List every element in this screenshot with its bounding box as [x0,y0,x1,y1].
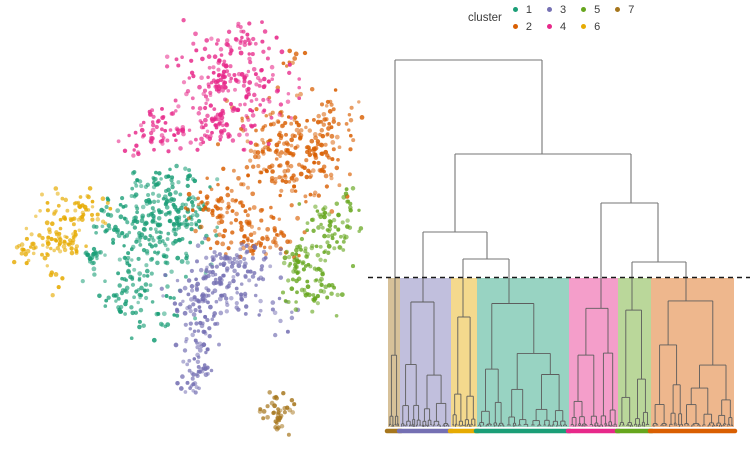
scatter-points-cluster-7 [257,390,297,437]
cluster-legend: cluster 1 2 3 4 5 [468,2,634,34]
cluster-rect-2 [651,278,734,427]
cluster-1-dot-icon [512,7,518,12]
cluster-2-dot-icon [512,24,518,29]
cluster-rect-3 [400,278,451,427]
legend-item-label: 7 [628,3,635,16]
legend-item-cluster-5: 5 [581,2,600,17]
scatter-points-cluster-1 [80,163,220,343]
legend-item-label: 4 [560,20,567,33]
cluster-5-dot-icon [581,7,587,12]
tsne-scatter-plot [12,18,365,437]
scatter-points-cluster-5 [280,186,364,318]
cluster-7-dot-icon [615,7,621,12]
cluster-rect-6 [451,278,477,427]
legend-grid: 1 2 3 4 5 6 7 [512,2,634,34]
scatter-points-cluster-3 [159,236,301,395]
legend-item-label: 6 [594,20,601,33]
legend-item-cluster-1: 1 [512,2,532,17]
legend-item-cluster-7: 7 [615,2,634,17]
scatter-points-cluster-6 [12,186,113,298]
cluster-rect-7 [388,278,400,427]
legend-item-label: 2 [525,20,532,33]
legend-title: cluster [468,12,502,24]
legend-item-cluster-2: 2 [512,19,532,34]
legend-item-cluster-6: 6 [581,19,600,34]
legend-item-label: 3 [560,3,567,16]
legend-item-cluster-3: 3 [547,2,566,17]
dendrogram-cluster-rects [388,278,734,427]
cluster-6-dot-icon [581,24,587,29]
legend-item-cluster-4: 4 [547,19,566,34]
legend-item-label: 5 [594,3,601,16]
legend-item-label: 1 [525,3,532,16]
dendrogram-lower-branches [388,277,734,427]
cluster-4-dot-icon [547,24,552,29]
cluster-rect-5 [618,278,651,427]
cluster-3-dot-icon [547,7,552,12]
dendrogram-upper-tree [394,59,687,277]
scatter-points-cluster-4 [116,18,302,158]
